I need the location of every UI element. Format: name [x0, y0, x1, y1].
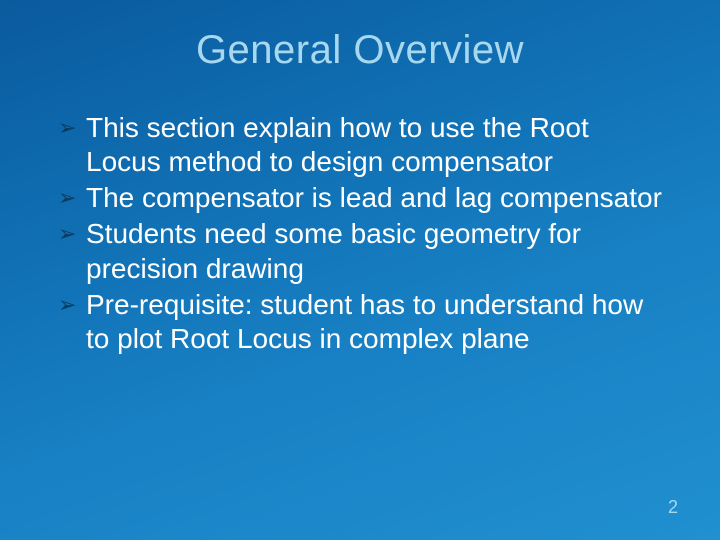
slide-container: General Overview This section explain ho… [0, 0, 720, 540]
bullet-item: This section explain how to use the Root… [58, 111, 670, 179]
slide-title: General Overview [50, 28, 670, 73]
bullet-item: Pre-requisite: student has to understand… [58, 288, 670, 356]
bullet-item: Students need some basic geometry for pr… [58, 217, 670, 285]
page-number: 2 [668, 497, 678, 518]
bullet-item: The compensator is lead and lag compensa… [58, 181, 670, 215]
bullet-list: This section explain how to use the Root… [50, 111, 670, 356]
